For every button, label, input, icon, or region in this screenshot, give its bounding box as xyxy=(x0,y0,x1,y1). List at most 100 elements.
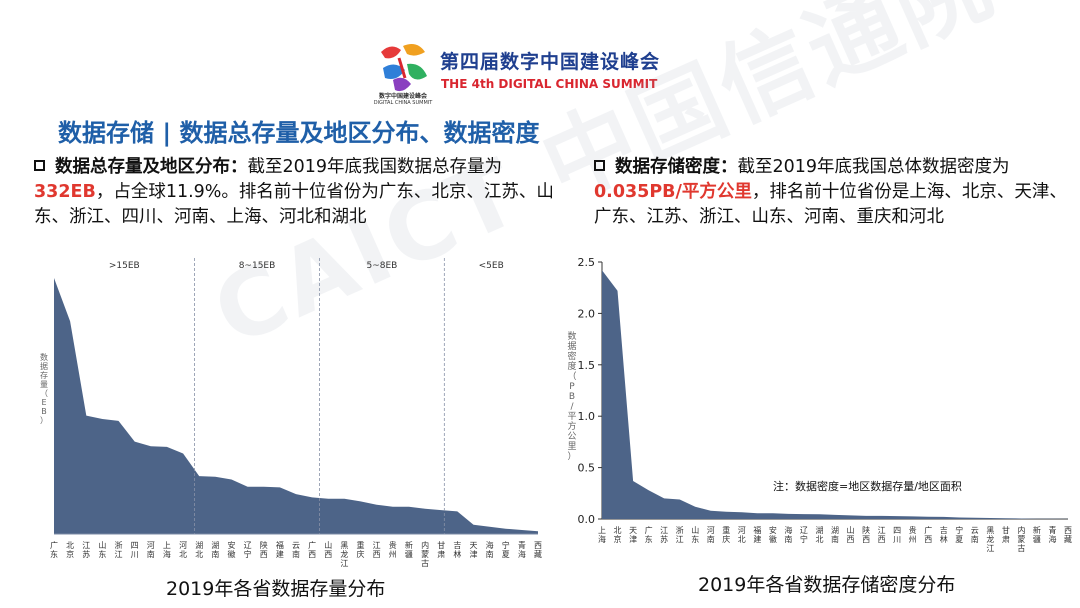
category-label: 北京 xyxy=(614,526,622,544)
y-axis-label-char: 据 xyxy=(567,340,576,352)
category-label: 安徽 xyxy=(227,540,235,559)
storage-density-paragraph: 数据存储密度：截至2019年底我国总体数据密度为 0.035PB/平方公里，排名前… xyxy=(594,155,1080,230)
category-label-char: 南 xyxy=(971,534,979,544)
category-label-char: 黑 xyxy=(340,541,348,550)
category-label-char: 东 xyxy=(50,549,58,559)
category-label-char: 广 xyxy=(50,540,58,550)
category-label-char: 河 xyxy=(707,525,715,535)
category-label: 江苏 xyxy=(660,526,668,544)
category-label-char: 新 xyxy=(1033,525,1041,535)
density-annotation: 注：数据密度=地区数据存量/地区面积 xyxy=(773,479,962,493)
category-label-char: 西 xyxy=(373,550,381,559)
category-label: 上海 xyxy=(163,541,171,559)
category-label-char: 夏 xyxy=(502,550,510,559)
category-label-char: 甘 xyxy=(437,540,445,550)
category-label-char: 疆 xyxy=(405,550,413,559)
category-label: 重庆 xyxy=(357,540,365,559)
storage-density-text2: ，排名前十位省份是上海、北京、天津、广东、江苏、浙江、山东、河南、重庆和河北 xyxy=(594,182,1067,227)
category-label-char: 海 xyxy=(518,549,526,559)
category-label-char: 吉 xyxy=(940,526,948,535)
category-label: 内蒙古 xyxy=(1017,525,1025,553)
y-axis-label-char: 密 xyxy=(567,350,576,362)
page-title: 数据存储 | 数据总存量及地区分布、数据密度 xyxy=(58,119,540,147)
category-label-char: 青 xyxy=(518,540,526,550)
category-label: 安徽 xyxy=(769,525,777,544)
category-label-char: 蒙 xyxy=(421,549,429,559)
category-label: 四川 xyxy=(131,541,139,559)
y-axis-label-char: P xyxy=(569,382,575,392)
storage-volume-highlight: 332EB xyxy=(34,182,96,202)
category-label: 天津 xyxy=(629,526,637,544)
summit-title-en: THE 4th DIGITAL CHINA SUMMIT xyxy=(441,77,658,91)
category-label: 北京 xyxy=(66,541,74,559)
category-label: 湖南 xyxy=(831,526,839,544)
category-label-char: 黑 xyxy=(986,526,994,535)
category-label-char: 河 xyxy=(147,540,155,550)
category-label-char: 庆 xyxy=(722,534,730,544)
checkbox-bullet-icon xyxy=(594,160,605,171)
category-label: 湖北 xyxy=(195,541,203,559)
category-label-char: 天 xyxy=(629,526,637,535)
y-axis-label-char: 里 xyxy=(567,441,576,452)
category-label: 宁夏 xyxy=(502,540,510,559)
category-label-char: 湖 xyxy=(195,541,203,550)
category-label: 江西 xyxy=(373,541,381,559)
category-label-char: 西 xyxy=(534,541,542,550)
category-label-char: 江 xyxy=(115,550,123,559)
category-label-char: 徽 xyxy=(769,534,777,544)
category-label: 新疆 xyxy=(405,540,413,559)
storage-density-area xyxy=(602,270,1068,519)
category-label-char: 疆 xyxy=(1033,535,1041,544)
category-label-char: 广 xyxy=(645,525,653,535)
category-label-char: 上 xyxy=(598,526,606,535)
category-label: 湖北 xyxy=(815,526,823,544)
y-axis-label-char: ） xyxy=(40,416,48,425)
category-label-char: 广 xyxy=(308,540,316,550)
category-label-char: 江 xyxy=(986,544,994,553)
category-label-char: 徽 xyxy=(227,549,235,559)
category-label-char: 西 xyxy=(878,535,886,544)
storage-density-highlight: 0.035PB/平方公里 xyxy=(594,182,752,202)
summit-title-cn: 第四届数字中国建设峰会 xyxy=(440,51,661,73)
category-label-char: 辽 xyxy=(244,541,252,550)
category-label-char: 海 xyxy=(1048,534,1056,544)
category-label-char: 西 xyxy=(1064,526,1072,535)
y-axis-label-char: B xyxy=(41,407,47,416)
category-label-char: 江 xyxy=(676,535,684,544)
category-label-char: 江 xyxy=(878,526,886,535)
category-label-char: 福 xyxy=(753,526,761,535)
y-axis-label: 数据密度（PB/平方公里） xyxy=(567,330,576,462)
category-label-char: 藏 xyxy=(534,549,542,559)
category-label-char: 江 xyxy=(660,526,668,535)
category-label-char: 龙 xyxy=(986,534,994,544)
y-axis-label-char: 数 xyxy=(40,352,48,362)
category-label-char: 肃 xyxy=(437,549,445,559)
category-label: 山东 xyxy=(98,540,106,559)
category-label-char: 南 xyxy=(784,534,792,544)
category-label-char: 江 xyxy=(340,559,348,568)
category-label-char: 贵 xyxy=(909,525,917,535)
category-label-char: 京 xyxy=(66,549,74,559)
category-label-char: 南 xyxy=(292,549,300,559)
y-tick-label: 0.5 xyxy=(578,462,596,475)
category-label: 山西 xyxy=(324,540,332,559)
category-label-char: 北 xyxy=(614,526,622,535)
y-axis-label-char: （ xyxy=(567,371,576,382)
logo-caption-cn: 数字中国建设峰会 xyxy=(378,93,427,100)
category-label: 福建 xyxy=(276,541,284,559)
category-label-char: 山 xyxy=(324,540,332,550)
category-label-char: 南 xyxy=(211,549,219,559)
digital-china-logo-icon xyxy=(381,44,427,92)
category-label-char: 湖 xyxy=(211,541,219,550)
category-label-char: 西 xyxy=(847,535,855,544)
category-label: 云南 xyxy=(971,526,979,544)
y-tick-label: 2.5 xyxy=(578,256,596,269)
category-label-char: 湖 xyxy=(815,526,823,535)
category-label-char: 海 xyxy=(163,549,171,559)
category-label: 西藏 xyxy=(1064,526,1072,544)
category-label-char: 新 xyxy=(405,540,413,550)
category-label-char: 西 xyxy=(862,535,870,544)
category-label-char: 津 xyxy=(629,534,637,544)
category-label-char: 甘 xyxy=(1002,525,1010,535)
storage-volume-chart: >15EB 8~15EB 5~8EB <5EB数据存量（EB）广东北京江苏山东浙江四川… xyxy=(40,258,542,568)
